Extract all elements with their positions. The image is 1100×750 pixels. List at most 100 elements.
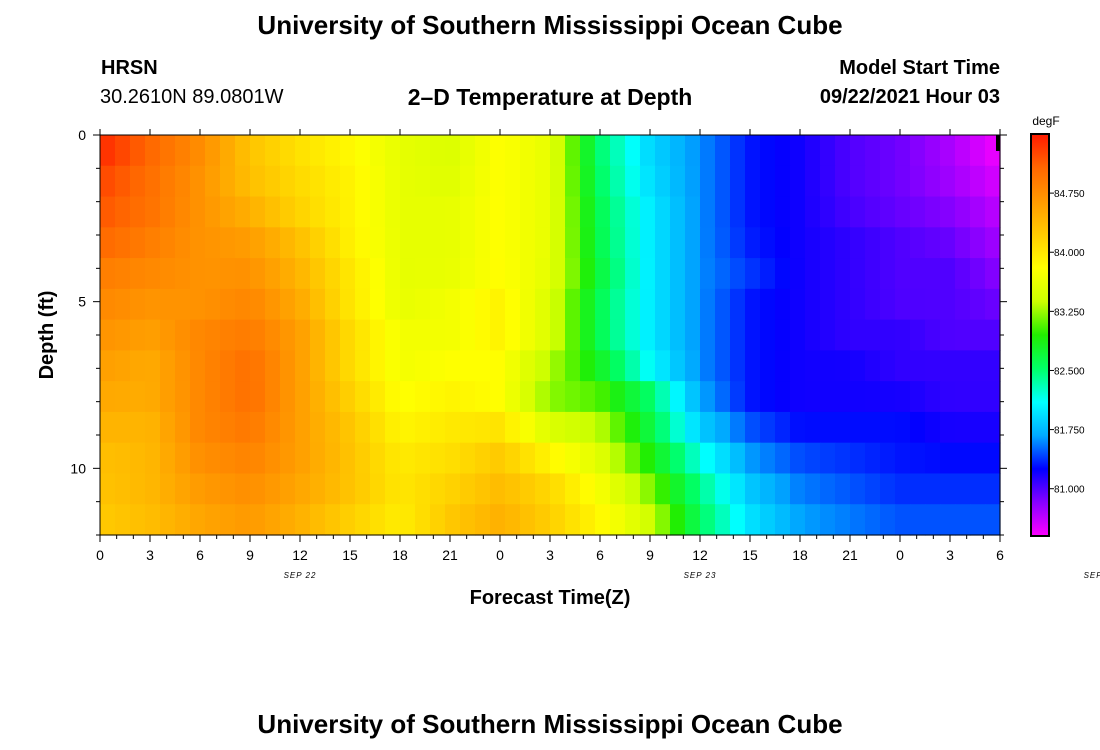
heatmap-cell — [445, 227, 461, 259]
heatmap-cell — [910, 196, 926, 228]
heatmap-cell — [295, 165, 311, 198]
heatmap-cell — [520, 350, 536, 382]
heatmap-cell — [730, 258, 746, 290]
heatmap-cell — [550, 411, 566, 444]
heatmap-cell — [160, 350, 176, 382]
heatmap-cell — [235, 196, 251, 228]
heatmap-cell — [250, 288, 266, 321]
heatmap-cell — [595, 381, 611, 413]
heatmap-cell — [640, 196, 656, 228]
x-tick-label: 3 — [546, 547, 554, 563]
y-axis: 0 5 10 — [70, 127, 1007, 536]
heatmap-cell — [385, 319, 401, 351]
heatmap-cell — [760, 381, 776, 413]
heatmap-cell — [235, 442, 251, 475]
heatmap-cell — [760, 504, 776, 536]
heatmap-cell — [850, 504, 866, 536]
heatmap-cell — [580, 504, 596, 536]
heatmap-cell — [685, 504, 701, 536]
heatmap-cell — [940, 411, 956, 444]
heatmap-cell — [385, 350, 401, 382]
heatmap-cell — [430, 504, 446, 536]
heatmap-cell — [940, 196, 956, 228]
heatmap-cell — [865, 319, 881, 351]
heatmap-cell — [475, 135, 491, 167]
heatmap-cell — [340, 258, 356, 290]
heatmap-cell — [460, 411, 476, 444]
heatmap-cell — [880, 411, 896, 444]
heatmap-cell — [130, 319, 146, 351]
heatmap-cell — [175, 411, 191, 444]
heatmap-cell — [265, 227, 281, 259]
heatmap-cell — [625, 381, 641, 413]
heatmap-cell — [955, 504, 971, 536]
heatmap-cell — [295, 288, 311, 321]
heatmap-cell — [820, 504, 836, 536]
heatmap-cell — [235, 135, 251, 167]
heatmap-cell — [265, 196, 281, 228]
heatmap-cell — [775, 165, 791, 198]
heatmap-cell — [910, 227, 926, 259]
heatmap-cell — [610, 381, 626, 413]
heatmap-cell — [145, 504, 161, 536]
heatmap-cell — [175, 381, 191, 413]
heatmap-cell — [595, 258, 611, 290]
heatmap-cell — [610, 288, 626, 321]
heatmap-cell — [595, 288, 611, 321]
heatmap-cell — [355, 227, 371, 259]
heatmap-cell — [430, 135, 446, 167]
heatmap-cell — [265, 504, 281, 536]
heatmap-cell — [340, 165, 356, 198]
heatmap-cell — [745, 442, 761, 475]
heatmap-cell — [445, 288, 461, 321]
heatmap-cell — [655, 165, 671, 198]
heatmap-cell — [310, 165, 326, 198]
heatmap-cell — [760, 442, 776, 475]
heatmap-cell — [820, 288, 836, 321]
heatmap-cell — [940, 135, 956, 167]
heatmap-cell — [145, 473, 161, 505]
heatmap-cell — [235, 319, 251, 351]
heatmap-cell — [160, 504, 176, 536]
heatmap-cell — [220, 350, 236, 382]
x-date-label: SEP 24 — [1084, 571, 1100, 580]
heatmap-cell — [625, 258, 641, 290]
heatmap-cell — [160, 165, 176, 198]
heatmap-cell — [280, 165, 296, 198]
heatmap-cell — [985, 350, 1001, 382]
heatmap-cell — [265, 319, 281, 351]
heatmap-cell — [580, 258, 596, 290]
heatmap-cell — [730, 473, 746, 505]
heatmap-cell — [775, 135, 791, 167]
heatmap-cell — [385, 196, 401, 228]
heatmap-cell — [490, 381, 506, 413]
heatmap-cell — [925, 442, 941, 475]
heatmap-cell — [775, 258, 791, 290]
heatmap-cell — [190, 288, 206, 321]
heatmap-cell — [670, 288, 686, 321]
heatmap-cell — [130, 196, 146, 228]
heatmap-cell — [250, 227, 266, 259]
heatmap-cell — [940, 227, 956, 259]
heatmap-cell — [415, 381, 431, 413]
heatmap-cell — [835, 319, 851, 351]
heatmap-cell — [625, 442, 641, 475]
heatmap-cell — [565, 381, 581, 413]
station-coords: 30.2610N 89.0801W — [100, 86, 284, 108]
heatmap-cell — [205, 411, 221, 444]
heatmap-cell — [250, 381, 266, 413]
heatmap-cell — [760, 319, 776, 351]
heatmap-cell — [580, 196, 596, 228]
heatmap-cell — [310, 319, 326, 351]
heatmap-cell — [460, 227, 476, 259]
heatmap-cell — [340, 442, 356, 475]
heatmap-cell — [595, 227, 611, 259]
heatmap-cell — [475, 319, 491, 351]
heatmap-cell — [280, 473, 296, 505]
heatmap-cell — [865, 442, 881, 475]
heatmap-cell — [355, 473, 371, 505]
heatmap-cell — [580, 135, 596, 167]
heatmap-cell — [850, 319, 866, 351]
heatmap-cell — [190, 473, 206, 505]
heatmap-cell — [490, 350, 506, 382]
